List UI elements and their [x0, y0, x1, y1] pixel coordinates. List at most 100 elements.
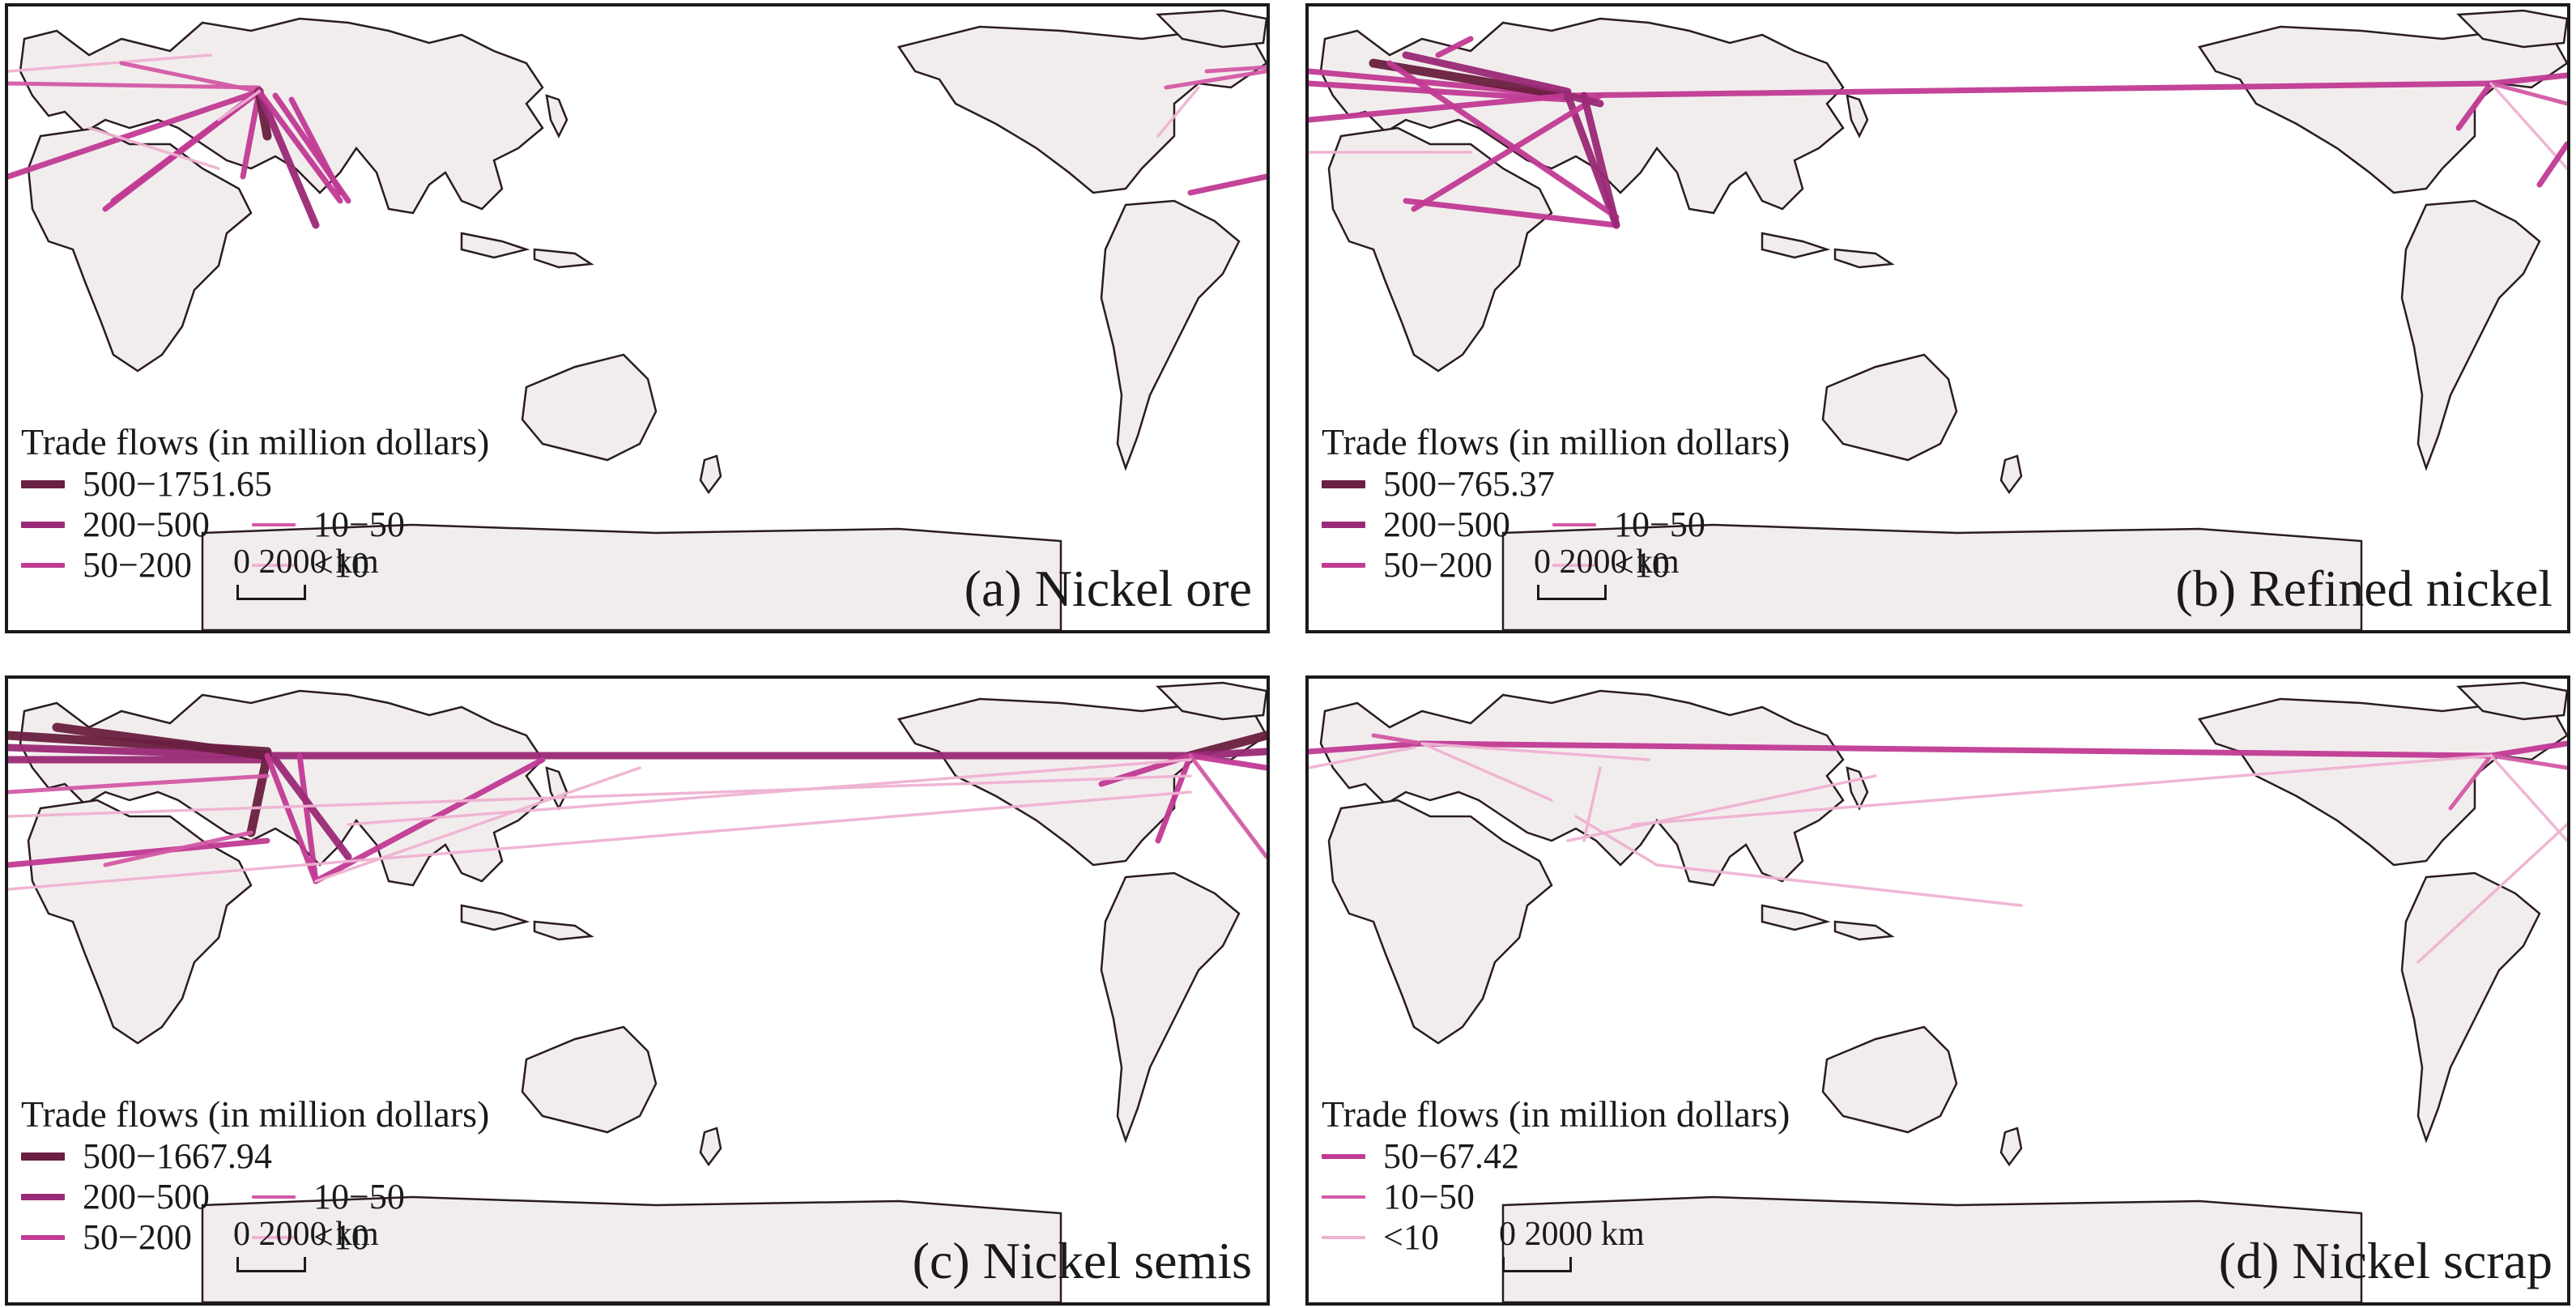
legend-label: <10: [313, 1217, 369, 1257]
trade-flow-line: [8, 88, 262, 180]
trade-flow-line: [2489, 81, 2567, 106]
panel-caption: (b) Refined nickel: [2175, 560, 2553, 617]
legend-item: 200−500: [21, 1178, 210, 1216]
legend-item: 10−50: [1322, 1178, 1475, 1216]
land-greenland: [1156, 681, 1267, 721]
trade-flow-line: [256, 88, 343, 204]
legend-item: <10: [1322, 1218, 1439, 1257]
legend-item: 500−1667.94: [21, 1137, 272, 1176]
land-indonesia: [460, 232, 594, 269]
legend-swatch: [1322, 562, 1365, 569]
land-africa: [1327, 799, 1553, 1045]
legend-item: <10: [252, 546, 369, 585]
legend-label: <10: [313, 545, 369, 585]
legend-swatch: [21, 521, 65, 529]
legend-item: 10−50: [252, 505, 405, 544]
scale-bar-tick: [236, 1257, 306, 1272]
legend-swatch: [1322, 521, 1365, 529]
trade-flow-line: [1187, 173, 1267, 196]
land-japan: [545, 94, 568, 138]
legend-swatch: [1322, 480, 1365, 488]
trade-flow-line: [1580, 92, 1620, 229]
land-north-america: [2197, 697, 2567, 867]
trade-flow-line: [1309, 740, 1425, 755]
legend-item: 200−500: [21, 505, 210, 544]
legend-label: 10−50: [313, 505, 405, 544]
trade-flow-line: [271, 756, 352, 861]
legend-items: 500−1667.94 200−500 50−200 10−50 <10: [21, 1137, 442, 1291]
trade-flow-line: [1411, 92, 1603, 212]
trade-flow-line: [1156, 86, 1200, 138]
trade-flow-line: [8, 790, 1192, 891]
trade-flow-line: [1386, 60, 1620, 220]
legend-swatch: [1322, 1195, 1365, 1199]
trade-flow-line: [2489, 82, 2567, 170]
trade-flow-line: [2488, 72, 2567, 87]
trade-flow-line: [2489, 753, 2567, 770]
legend-title: Trade flows (in million dollars): [21, 1093, 490, 1135]
trade-flow-line: [2489, 754, 2567, 842]
land-antarctica: [201, 1195, 1062, 1302]
legend-swatch: [1552, 564, 1596, 567]
legend-item: 50−67.42: [1322, 1137, 1519, 1176]
trade-flow-line: [8, 774, 1192, 818]
scale-bar-tick: [1502, 1257, 1572, 1272]
trade-flow-line: [1574, 815, 1658, 867]
world-map: [8, 681, 1267, 1302]
legend-swatch: [252, 1236, 296, 1239]
land-africa: [1327, 126, 1553, 373]
trade-flow-line: [2416, 823, 2567, 964]
legend-label: 50−67.42: [1383, 1136, 1519, 1176]
trade-flow-line: [240, 88, 262, 180]
legend-label: 50−200: [83, 1217, 192, 1257]
legend-item: <10: [1552, 546, 1670, 585]
trade-flow-line: [1204, 65, 1267, 74]
land-south-america: [1100, 871, 1241, 1144]
land-australia: [521, 1025, 658, 1134]
trade-flow-line: [87, 126, 220, 170]
land-japan: [1846, 766, 1869, 811]
land-antarctica: [201, 523, 1062, 630]
trade-flow-line: [8, 773, 270, 795]
scale-bar: 0 2000 km: [233, 1215, 379, 1272]
trade-flow-line: [2455, 80, 2494, 131]
trade-flow-line: [1564, 92, 1604, 108]
land-africa: [27, 799, 253, 1045]
land-greenland: [2456, 681, 2567, 721]
legend: Trade flows (in million dollars) 500−765.…: [1322, 420, 1790, 619]
trade-flow-line: [8, 81, 262, 90]
trade-flow-line: [246, 751, 272, 837]
legend-label: 10−50: [1383, 1177, 1475, 1216]
legend-swatch: [1322, 1236, 1365, 1239]
land-greenland: [1156, 9, 1267, 49]
legend-swatch: [21, 1234, 65, 1241]
land-new-zealand: [699, 1127, 722, 1167]
legend-title: Trade flows (in million dollars): [1322, 1093, 1790, 1135]
legend-item: 500−1751.65: [21, 465, 272, 504]
trade-flow-line: [314, 766, 641, 883]
land-antarctica: [1501, 523, 2363, 630]
land-indonesia: [1761, 232, 1895, 269]
legend-label: 50−200: [83, 545, 192, 585]
legend: Trade flows (in million dollars) 500−1751…: [21, 420, 489, 619]
legend-item: 10−50: [252, 1178, 405, 1216]
legend-label: 500−765.37: [1383, 464, 1555, 504]
legend-swatch: [252, 1195, 296, 1199]
legend: Trade flows (in million dollars) 50−67.42…: [1322, 1092, 1790, 1291]
legend-label: 10−50: [313, 1177, 405, 1216]
land-south-america: [1100, 199, 1241, 471]
trade-flow-line: [1419, 740, 2494, 759]
trade-flow-line: [1187, 752, 1267, 771]
trade-flow-line: [1565, 80, 2494, 99]
trade-flow-line: [1155, 752, 1194, 844]
trade-flow-line: [8, 53, 212, 73]
trade-flow-line: [255, 87, 320, 229]
legend-item: 10−50: [1552, 505, 1705, 544]
legend-label: 200−500: [1383, 505, 1510, 544]
legend: Trade flows (in million dollars) 500−1667…: [21, 1092, 489, 1291]
legend-item: <10: [252, 1218, 369, 1257]
scale-bar: 0 2000 km: [1534, 543, 1680, 600]
legend-swatch: [252, 564, 296, 567]
trade-flow-line: [103, 830, 253, 867]
legend-swatch: [252, 522, 296, 527]
